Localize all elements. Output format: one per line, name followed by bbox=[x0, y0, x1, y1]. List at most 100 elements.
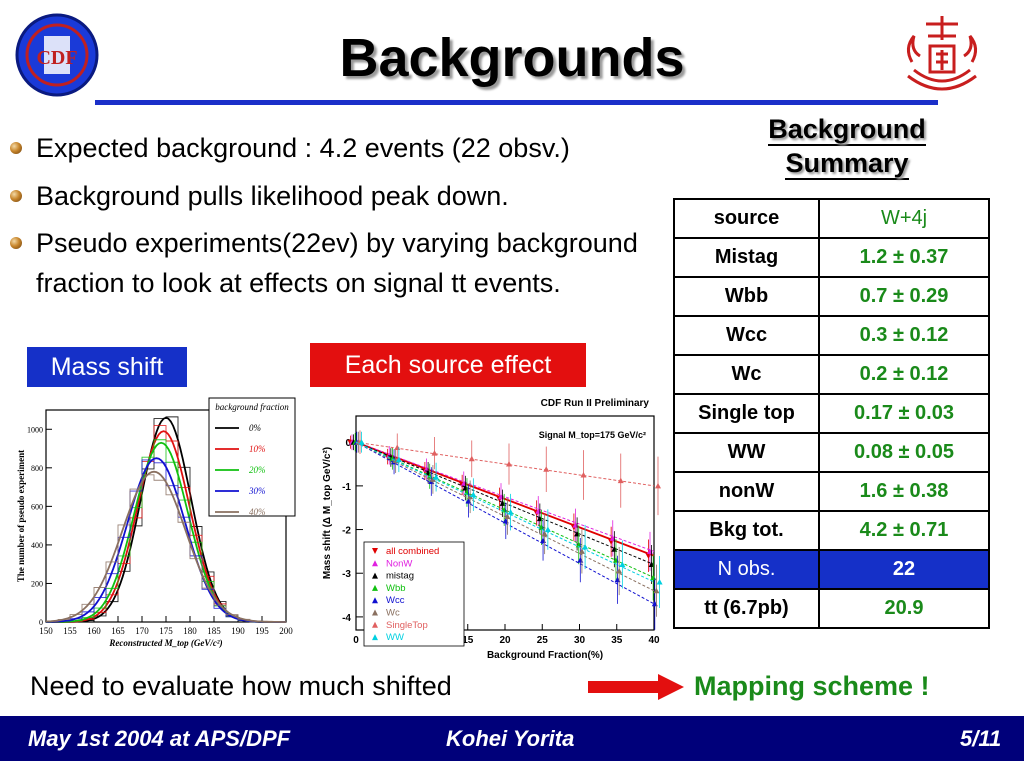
y-tick-label: 0 bbox=[345, 438, 351, 449]
x-tick-label: 190 bbox=[231, 626, 245, 636]
legend-entry: mistag bbox=[386, 571, 414, 582]
data-point bbox=[543, 466, 550, 472]
x-tick-label: 20 bbox=[499, 635, 511, 646]
mapping-scheme-label: Mapping scheme ! bbox=[694, 671, 930, 701]
legend-marker bbox=[372, 572, 378, 579]
data-point bbox=[619, 561, 626, 567]
legend-entry: SingleTop bbox=[386, 620, 428, 631]
table-row: N obs. 22 bbox=[673, 549, 990, 590]
legend-marker bbox=[372, 560, 378, 567]
data-point bbox=[507, 509, 514, 515]
right-arrow-icon bbox=[588, 674, 684, 700]
fit-line-series-6 bbox=[355, 441, 655, 487]
table-cell-source: Wbb bbox=[673, 276, 820, 317]
fit-line-series-3 bbox=[355, 441, 655, 579]
y-axis-label: Mass shift (Δ M_top GeV/c²) bbox=[322, 447, 333, 579]
table-cell-source: nonW bbox=[673, 471, 820, 512]
data-point bbox=[617, 477, 624, 484]
mass-shift-chart: CDF Run II Preliminary Signal M_top=175 G… bbox=[322, 398, 663, 661]
table-row: Bkg tot. 4.2 ± 0.71 bbox=[673, 510, 990, 551]
table-row: nonW 1.6 ± 0.38 bbox=[673, 471, 990, 512]
data-point bbox=[431, 450, 438, 456]
table-cell-value: W+4j bbox=[818, 198, 990, 239]
x-tick-label: 200 bbox=[279, 626, 293, 636]
fit-line-series-0 bbox=[355, 441, 655, 557]
fit-line-series-2 bbox=[355, 441, 655, 565]
y-tick-label: -4 bbox=[342, 613, 351, 624]
mtop-distribution-chart: 150 155 160 165 170 175 180 185 190 195 200 0 200 400… bbox=[16, 397, 296, 648]
bullet-text-2: Background pulls likelihood peak down. bbox=[36, 181, 509, 211]
x-tick-label: 180 bbox=[183, 626, 197, 636]
table-cell-source: Wcc bbox=[673, 315, 820, 356]
x-axis-label: Background Fraction(%) bbox=[487, 650, 603, 661]
y-tick-label: -1 bbox=[342, 482, 351, 493]
y-tick-label: 600 bbox=[31, 502, 43, 511]
data-point bbox=[470, 491, 477, 498]
legend-title: background fraction bbox=[215, 402, 289, 412]
table-cell-value: 0.2 ± 0.12 bbox=[818, 354, 990, 395]
legend-marker bbox=[372, 597, 378, 604]
summary-title-line2: Summary bbox=[785, 148, 909, 180]
bottom-text: Need to evaluate how much shifted bbox=[30, 671, 452, 701]
table-row: Wcc 0.3 ± 0.12 bbox=[673, 315, 990, 356]
summary-title-line1: Background bbox=[768, 114, 926, 146]
table-cell-source: Bkg tot. bbox=[673, 510, 820, 551]
data-point bbox=[616, 568, 623, 574]
data-point bbox=[433, 474, 440, 480]
data-point bbox=[582, 544, 589, 550]
x-tick-label: 155 bbox=[63, 626, 77, 636]
y-tick-label: 0 bbox=[39, 618, 43, 627]
data-point bbox=[544, 526, 551, 533]
y-tick-label: 800 bbox=[31, 464, 43, 473]
fit-line-series-1 bbox=[355, 441, 655, 552]
table-cell-source: tt (6.7pb) bbox=[673, 588, 820, 629]
legend-entry: all combined bbox=[386, 546, 439, 557]
legend-entry: 30% bbox=[248, 486, 266, 496]
x-tick-label: 185 bbox=[207, 626, 221, 636]
data-point bbox=[467, 493, 474, 500]
fit-line-series-4 bbox=[355, 441, 655, 605]
footer-author: Kohei Yorita bbox=[446, 726, 575, 751]
x-tick-label: 175 bbox=[159, 626, 173, 636]
bullet-text-3: Pseudo experiments(22ev) by varying back… bbox=[36, 228, 638, 298]
bullet-icon bbox=[10, 142, 22, 154]
summary-title: Background Summary bbox=[732, 112, 962, 180]
table-cell-source: WW bbox=[673, 432, 820, 473]
table-cell-value: 20.9 bbox=[818, 588, 990, 629]
table-cell-source: N obs. bbox=[673, 549, 820, 590]
x-tick-label: 195 bbox=[255, 626, 269, 636]
data-point bbox=[655, 482, 661, 489]
table-cell-value: 1.6 ± 0.38 bbox=[818, 471, 990, 512]
title-divider bbox=[95, 100, 938, 105]
x-tick-label: 170 bbox=[135, 626, 149, 636]
cdf-logo: CDF bbox=[15, 13, 99, 97]
data-point bbox=[656, 578, 663, 585]
x-tick-label: 0 bbox=[353, 635, 359, 646]
legend-entry: Wc bbox=[386, 608, 400, 619]
table-cell-source: Single top bbox=[673, 393, 820, 434]
table-row: Single top 0.17 ± 0.03 bbox=[673, 393, 990, 434]
data-point bbox=[506, 461, 512, 467]
legend-entry: 40% bbox=[249, 507, 266, 517]
x-tick-label: 150 bbox=[39, 626, 53, 636]
chart-title: CDF Run II Preliminary bbox=[541, 398, 650, 409]
table-cell-value: 22 bbox=[818, 549, 990, 590]
mass-shift-label: Mass shift bbox=[27, 347, 187, 387]
data-point bbox=[468, 455, 475, 462]
table-row: tt (6.7pb) 20.9 bbox=[673, 588, 990, 629]
footer-date: May 1st 2004 at APS/DPF bbox=[28, 726, 291, 751]
y-tick-label: 400 bbox=[31, 541, 43, 550]
legend-entry: NonW bbox=[386, 558, 412, 569]
x-tick-label: 15 bbox=[462, 635, 474, 646]
x-tick-label: 40 bbox=[648, 635, 660, 646]
table-cell-value: 0.17 ± 0.03 bbox=[818, 393, 990, 434]
legend-entry: Wcc bbox=[386, 595, 405, 606]
table-cell-source: source bbox=[673, 198, 820, 239]
table-cell-value: 0.08 ± 0.05 bbox=[818, 432, 990, 473]
x-tick-label: 25 bbox=[537, 635, 549, 646]
y-axis-label: The number of pseudo experiment bbox=[16, 450, 26, 582]
footer-bar: May 1st 2004 at APS/DPF Kohei Yorita 5/1… bbox=[0, 716, 1024, 761]
table-row: source W+4j bbox=[673, 198, 990, 239]
legend-entry: WW bbox=[386, 632, 404, 643]
x-tick-label: 35 bbox=[611, 635, 623, 646]
